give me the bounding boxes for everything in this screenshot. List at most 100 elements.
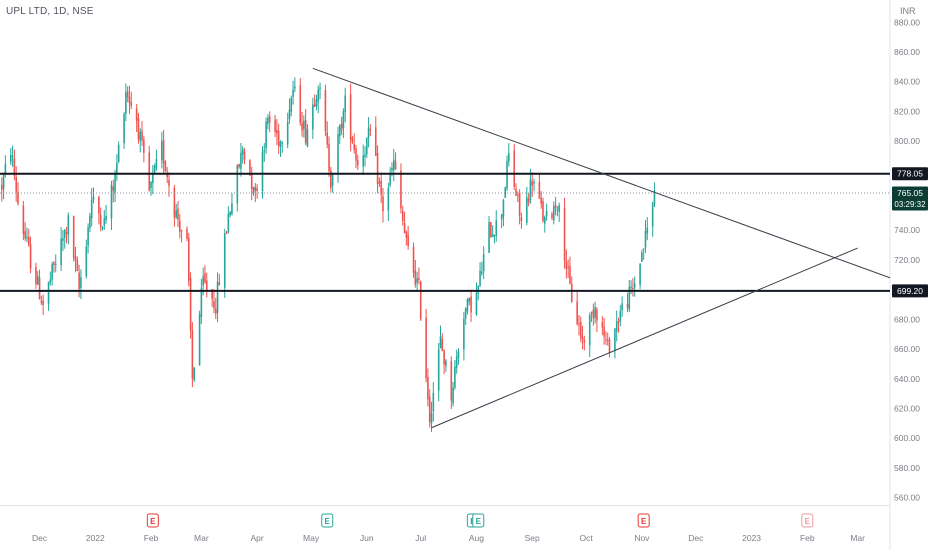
candle-body [452, 387, 454, 404]
candle-body [123, 113, 125, 144]
candle-body [74, 256, 77, 261]
candle-body [250, 173, 253, 190]
x-tick-label: May [303, 533, 320, 543]
candle-body [339, 125, 341, 137]
candle-body [128, 96, 131, 103]
x-tick-label: Jul [415, 533, 426, 543]
candle-body [337, 134, 339, 173]
candle-body [150, 181, 152, 189]
candle-body [267, 117, 269, 124]
trendline-1 [431, 247, 858, 429]
candle-body [105, 215, 107, 221]
x-tick-label: Feb [800, 533, 815, 543]
candle-body [27, 237, 30, 246]
candle-body [342, 110, 345, 128]
candle-body [454, 366, 456, 388]
candle-body [152, 173, 154, 183]
countdown-label: 03:29:32 [894, 200, 926, 209]
candle-body [186, 228, 188, 239]
candle-body [294, 86, 296, 89]
candle-body [614, 328, 616, 352]
candle-body [326, 132, 329, 145]
candle-body [432, 392, 435, 412]
candle-body [552, 206, 555, 221]
candle-body [101, 227, 104, 230]
candle-body [405, 231, 408, 238]
candle-body [513, 150, 516, 187]
candle-body [13, 158, 16, 176]
current-price-label: 765.05 [897, 188, 923, 198]
candle-body [601, 322, 604, 328]
x-tick-label: Feb [144, 533, 159, 543]
candle-body [427, 377, 429, 400]
earnings-marker-label-4: E [641, 517, 647, 526]
candle-body [382, 196, 384, 212]
x-tick-label: Apr [250, 533, 263, 543]
candle-body [581, 337, 584, 340]
candle-body [502, 200, 505, 217]
candle-body [164, 161, 167, 172]
candle-body [143, 139, 145, 154]
candle-body [558, 205, 560, 212]
candle-body [615, 321, 618, 332]
candle-body [126, 91, 129, 98]
candle-body [17, 191, 19, 204]
candle-body [299, 85, 302, 123]
candle-body [130, 102, 133, 107]
x-tick-label: Aug [469, 533, 484, 543]
earnings-marker-0 [146, 513, 159, 528]
candle-body [241, 148, 244, 155]
candle-body [633, 283, 636, 288]
candle-body [313, 104, 316, 107]
candle-body [412, 246, 415, 273]
candle-body [380, 180, 382, 195]
candle-body [38, 277, 41, 300]
candle-body [603, 326, 605, 337]
candle-body [303, 120, 305, 129]
candle-body [626, 303, 629, 308]
candle-body [85, 246, 88, 277]
candle-body [15, 177, 17, 192]
candle-body [445, 360, 447, 366]
y-tick-label: 820.00 [894, 106, 920, 116]
x-tick-label: Mar [194, 533, 209, 543]
candle-body [608, 339, 611, 354]
candle-body [42, 300, 44, 305]
candle-body [202, 276, 204, 286]
candle-body [508, 153, 510, 162]
candle-body [554, 204, 557, 209]
candle-body [312, 104, 314, 130]
candle-body [576, 301, 578, 324]
candle-body [2, 174, 5, 189]
candle-body [594, 307, 596, 318]
candle-body [51, 264, 53, 280]
candle-body [455, 356, 458, 368]
candle-body [11, 155, 14, 157]
candle-body [416, 278, 418, 283]
candle-body [29, 244, 32, 269]
candle-body [419, 281, 422, 320]
candle-body [529, 179, 532, 201]
candle-body [286, 121, 289, 145]
candle-body [569, 265, 571, 284]
candle-body [490, 222, 492, 237]
candle-body [376, 153, 379, 184]
x-tick-label: Sep [525, 533, 540, 543]
candle-body [279, 141, 282, 147]
candle-body [76, 260, 79, 272]
earnings-marker-5 [801, 513, 814, 528]
candle-body [306, 128, 309, 147]
candle-body [268, 116, 271, 123]
candle-body [477, 285, 480, 294]
chart-title: UPL LTD, 1D, NSE [6, 6, 94, 17]
candle-body [531, 181, 534, 186]
candle-body [281, 142, 284, 144]
candle-body [567, 266, 569, 268]
candle-body [256, 188, 258, 191]
candle-body [369, 129, 372, 131]
candle-body [168, 179, 170, 187]
candle-body [551, 213, 553, 219]
candle-body [173, 187, 176, 218]
